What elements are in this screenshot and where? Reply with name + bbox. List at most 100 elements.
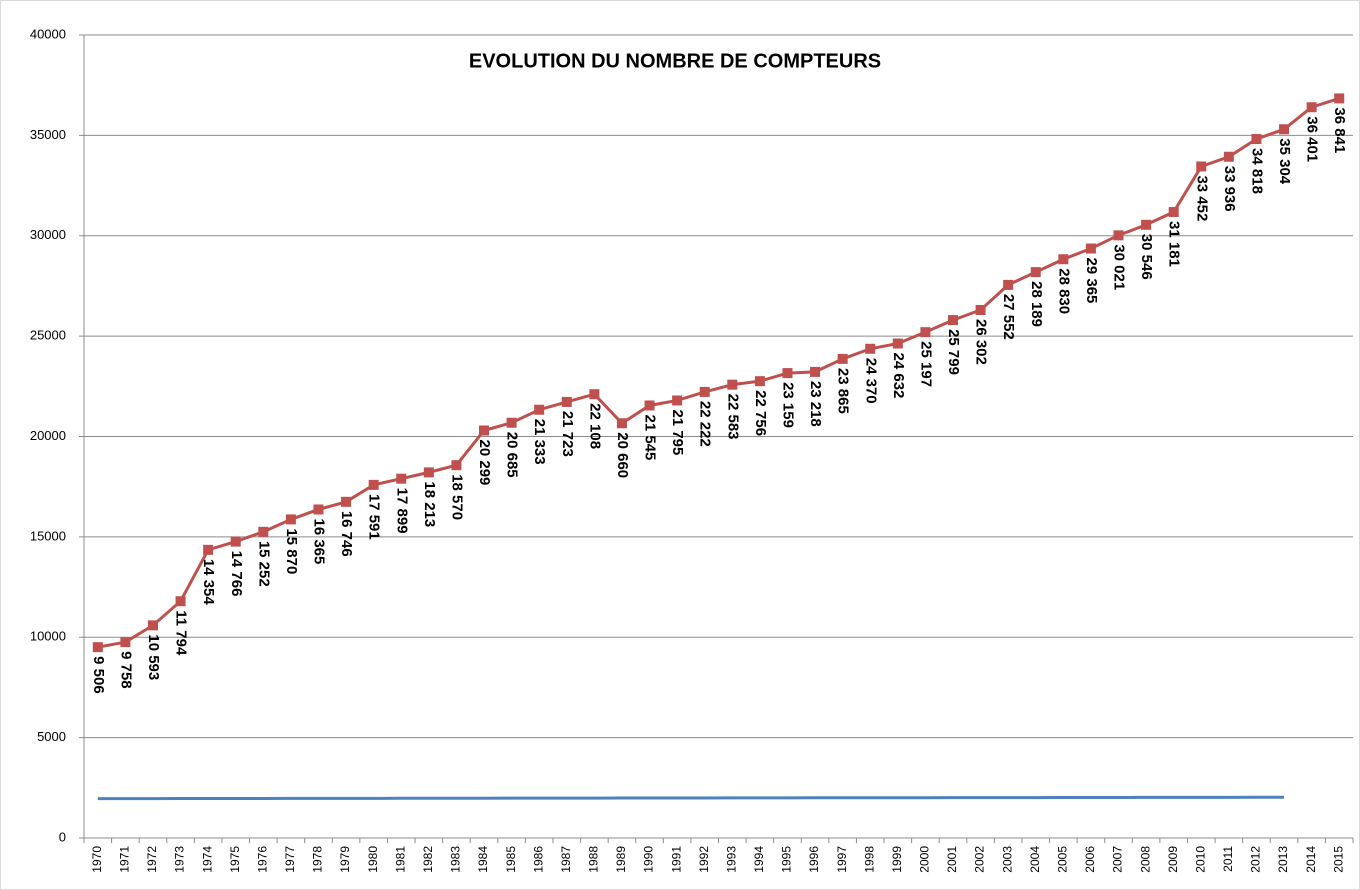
data-label: 20 685 (504, 432, 521, 478)
x-tick-label: 1986 (531, 846, 545, 873)
x-tick-label: 1977 (283, 846, 297, 873)
marker (1306, 102, 1317, 113)
x-tick-label: 1988 (587, 846, 601, 873)
data-label: 23 865 (835, 368, 852, 414)
x-tick-label: 1971 (118, 846, 132, 873)
marker (782, 368, 793, 379)
data-label: 22 583 (724, 394, 741, 440)
marker (1251, 134, 1262, 145)
marker (203, 544, 214, 555)
x-tick-label: 1975 (228, 846, 242, 873)
x-tick-label: 1981 (393, 846, 407, 873)
x-tick-label: 2002 (973, 846, 987, 873)
x-tick-label: 1983 (449, 846, 463, 873)
data-label: 23 159 (779, 382, 796, 428)
data-label: 22 108 (586, 403, 603, 449)
data-label: 28 189 (1028, 281, 1045, 327)
data-label: 27 552 (1000, 294, 1017, 340)
data-label: 31 181 (1166, 221, 1183, 267)
x-tick-label: 2013 (1276, 846, 1290, 873)
data-label: 22 222 (697, 401, 714, 447)
x-tick-label: 1992 (697, 846, 711, 873)
x-tick-label: 2000 (918, 846, 932, 873)
data-label: 21 333 (531, 419, 548, 465)
marker (616, 418, 627, 429)
marker (341, 496, 352, 507)
data-label: 15 870 (283, 528, 300, 574)
data-label: 14 354 (200, 559, 217, 606)
marker (892, 338, 903, 349)
marker (1058, 254, 1069, 265)
marker (589, 389, 600, 400)
marker (120, 637, 131, 648)
marker (837, 353, 848, 364)
marker (534, 404, 545, 415)
data-label: 9 758 (117, 651, 134, 689)
x-tick-label: 1989 (614, 846, 628, 873)
x-tick-label: 2003 (1000, 846, 1014, 873)
x-tick-label: 1976 (255, 846, 269, 873)
x-tick-label: 1980 (366, 846, 380, 873)
data-label: 20 299 (476, 439, 493, 485)
x-tick-label: 1978 (311, 846, 325, 873)
marker (1085, 243, 1096, 254)
marker (1141, 219, 1152, 230)
y-tick-label: 15000 (30, 528, 66, 543)
data-label: 30 021 (1111, 244, 1128, 290)
x-tick-label: 1991 (669, 846, 683, 873)
chart-title: EVOLUTION DU NOMBRE DE COMPTEURS (469, 50, 881, 72)
y-tick-label: 30000 (30, 227, 66, 242)
marker (147, 620, 158, 631)
data-label: 18 570 (448, 474, 465, 520)
series-line (97, 795, 1285, 801)
marker (975, 304, 986, 315)
data-label: 33 452 (1193, 175, 1210, 221)
marker (1003, 279, 1014, 290)
y-tick-label: 5000 (37, 729, 66, 744)
y-tick-label: 25000 (30, 328, 66, 343)
x-tick-label: 1987 (559, 846, 573, 873)
marker (947, 315, 958, 326)
x-tick-label: 2004 (1028, 846, 1042, 873)
data-label: 10 593 (145, 634, 162, 680)
data-label: 26 302 (973, 319, 990, 365)
data-label: 34 818 (1248, 148, 1265, 194)
x-tick-label: 2006 (1083, 846, 1097, 873)
marker (175, 596, 186, 607)
y-tick-label: 40000 (30, 26, 66, 41)
marker (423, 467, 434, 478)
data-label: 17 591 (366, 494, 383, 540)
marker (451, 460, 462, 471)
x-tick-label: 1984 (476, 846, 490, 873)
data-label: 25 799 (945, 329, 962, 375)
marker (865, 343, 876, 354)
x-tick-label: 2010 (1193, 846, 1207, 873)
marker (644, 400, 655, 411)
x-tick-label: 1996 (807, 846, 821, 873)
data-label: 24 370 (862, 358, 879, 404)
x-tick-label: 2014 (1304, 846, 1318, 873)
y-tick-label: 10000 (30, 629, 66, 644)
marker (672, 395, 683, 406)
x-tick-label: 2005 (1056, 846, 1070, 873)
data-label: 33 936 (1221, 166, 1238, 212)
x-tick-label: 1990 (642, 846, 656, 873)
data-label: 16 746 (338, 511, 355, 557)
data-label: 20 660 (614, 432, 631, 478)
marker (754, 376, 765, 387)
data-label: 16 365 (311, 518, 328, 564)
marker (810, 366, 821, 377)
marker (1030, 267, 1041, 278)
data-label: 36 401 (1304, 116, 1321, 162)
x-tick-label: 1974 (200, 846, 214, 873)
marker (561, 396, 572, 407)
y-tick-label: 20000 (30, 428, 66, 443)
x-tick-label: 2012 (1249, 846, 1263, 873)
data-label: 14 766 (228, 551, 245, 597)
x-tick-label: 1999 (890, 846, 904, 873)
marker (258, 526, 269, 537)
data-label: 18 213 (421, 481, 438, 527)
